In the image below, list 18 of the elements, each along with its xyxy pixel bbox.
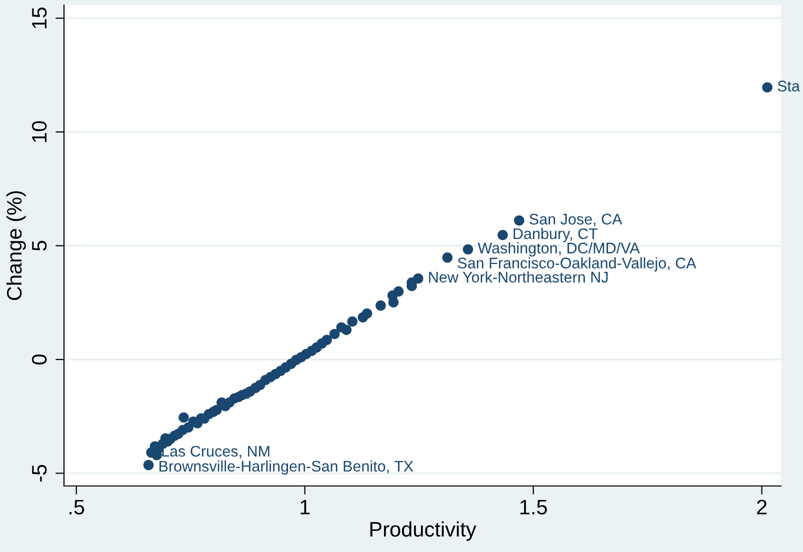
- y-tick-label: 15: [32, 7, 47, 28]
- annotation: New York-Northeastern NJ: [429, 271, 608, 283]
- y-tick-label: 0: [32, 354, 47, 364]
- annotation: Danbury, CT: [514, 228, 598, 242]
- x-tick-label: .5: [70, 500, 84, 514]
- annotation: San Francisco-Oakland-Vallejo, CA: [458, 257, 696, 272]
- x-tick-label: 1: [300, 500, 310, 514]
- y-tick-label: -5: [32, 464, 47, 482]
- x-tick-label: 2: [757, 500, 767, 514]
- x-axis-title: Productivity: [370, 521, 476, 541]
- annotation: San Jose, CA: [530, 214, 622, 226]
- y-tick-label: 10: [32, 121, 47, 142]
- y-axis-title: Change (%): [6, 191, 26, 300]
- annotation: Washington, DC/MD/VA: [478, 242, 640, 256]
- annotation: Brownsville-Harlingen-San Benito, TX: [160, 460, 414, 475]
- annotation: Sta: [778, 80, 800, 92]
- x-tick-label: 1.5: [520, 500, 547, 514]
- y-tick-label: 5: [32, 240, 47, 251]
